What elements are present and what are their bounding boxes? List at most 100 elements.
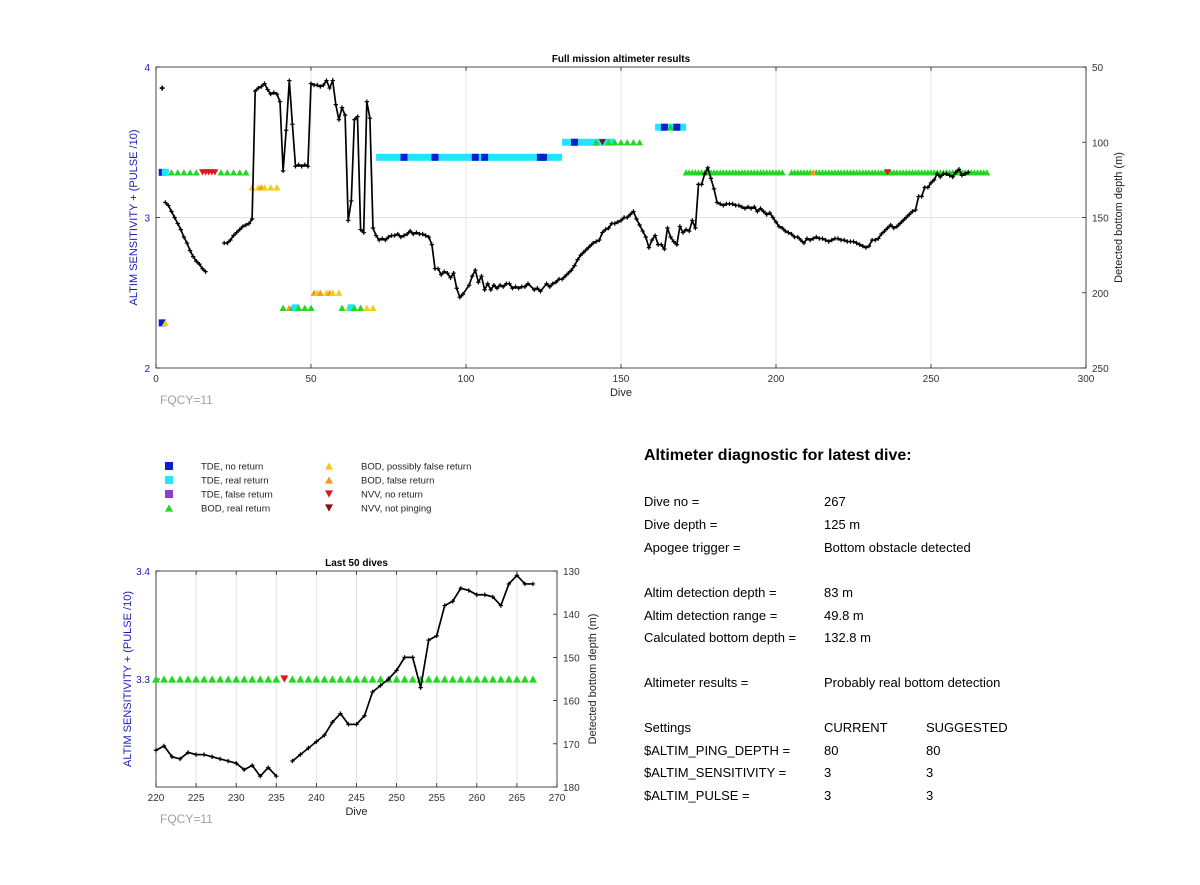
altim-event-bod-real-return (617, 139, 625, 146)
depth-point (346, 218, 351, 223)
altim-event-tde-no-return (158, 319, 166, 327)
depth-point (522, 284, 528, 289)
x-tick-label: 50 (305, 374, 317, 385)
settings-header-label: Settings (644, 720, 691, 735)
depth-point (631, 209, 636, 214)
depth-point (358, 227, 363, 232)
altim-event-bod-real-return (464, 675, 473, 683)
depth-point (820, 236, 825, 241)
depth-point (352, 117, 357, 122)
depth-point (538, 289, 543, 294)
depth-point (522, 581, 528, 587)
depth-point (362, 713, 367, 718)
altim-event-bod-real-return (592, 139, 600, 146)
depth-point (342, 112, 348, 118)
depth-point (217, 756, 223, 762)
depth-point (814, 234, 819, 240)
x-tick-label: 260 (468, 793, 485, 804)
depth-point (423, 233, 428, 238)
depth-point (612, 221, 617, 226)
depth-point (426, 234, 431, 240)
altim-event-bod-real-return (272, 675, 281, 683)
depth-point (680, 230, 686, 235)
x-tick-label: 300 (1078, 374, 1095, 385)
depth-point (250, 763, 255, 768)
y2-tick-label: 170 (563, 740, 580, 751)
depth-point (490, 594, 496, 600)
altim-event-bod-real-return (368, 675, 377, 683)
diag-value-altimeter-results: Probably real bottom detection (824, 675, 1001, 690)
depth-point (507, 281, 512, 286)
altim-event-tde-no-return (400, 153, 408, 161)
depth-point (392, 233, 397, 238)
altim-event-tde-no-return (481, 153, 489, 161)
altim-event-bod-real-return (312, 675, 321, 683)
x-tick-label: 235 (268, 793, 285, 804)
depth-point (259, 84, 264, 89)
depth-point (253, 88, 258, 94)
depth-point (370, 225, 376, 231)
depth-point (339, 105, 345, 110)
depth-point (801, 240, 807, 246)
y-axis-label: ALTIM SENSITIVITY + (PULSE /10) (122, 591, 134, 767)
depth-point (532, 287, 537, 292)
depth-line-segment (155, 744, 277, 778)
depth-point (277, 99, 283, 104)
depth-point (671, 239, 676, 244)
depth-point (367, 115, 373, 121)
depth-point (699, 182, 704, 187)
altim-event-bod-real-return (217, 169, 225, 176)
depth-point (804, 236, 810, 241)
depth-point (330, 720, 335, 725)
altim-event-bod-real-return (667, 124, 675, 131)
depth-point (563, 273, 568, 279)
depth-point (730, 201, 735, 207)
depth-point (209, 754, 215, 759)
depth-point (944, 171, 949, 177)
depth-point (553, 280, 559, 285)
depth-point (383, 237, 388, 243)
settings-header-current: CURRENT (824, 720, 888, 735)
y2-tick-label: 100 (1092, 138, 1109, 149)
altim-event-bod-real-return (336, 675, 345, 683)
depth-point (823, 237, 828, 243)
depth-point (402, 655, 407, 660)
tde-real-return-span (376, 153, 563, 161)
altim-event-bod-real-return (357, 304, 365, 311)
depth-point (184, 240, 190, 246)
depth-point (897, 221, 903, 226)
depth-point (863, 245, 869, 250)
altim-event-bod-real-return (304, 675, 313, 683)
diag-value-altim-detection-range: 49.8 m (824, 608, 864, 623)
depth-point (321, 82, 326, 88)
altim-event-nvv-no-return (884, 169, 892, 176)
depth-point (959, 173, 965, 178)
legend-label: BOD, real return (201, 504, 270, 515)
depth-point (169, 754, 175, 759)
diag-label-altim-detection-depth: Altim detection depth = (644, 585, 777, 600)
altim-event-bod-real-return (186, 169, 194, 176)
depth-point (494, 286, 500, 291)
depth-point (516, 286, 521, 291)
depth-point (497, 283, 503, 288)
altim-event-bod-real-return (408, 675, 417, 683)
depth-point (290, 758, 295, 764)
depth-point (315, 82, 320, 88)
depth-point (652, 233, 658, 238)
altim-event-bod-real-return (288, 675, 297, 683)
diag-label-apogee-trigger: Apogee trigger = (644, 540, 741, 555)
depth-point (745, 204, 751, 210)
depth-point (659, 242, 664, 247)
depth-point (566, 270, 571, 276)
depth-point (394, 668, 399, 673)
altim-event-tde-no-return (571, 138, 578, 146)
depth-point (191, 254, 196, 259)
altim-event-bod-real-return (338, 304, 346, 311)
depth-point (178, 227, 183, 232)
depth-point (842, 237, 847, 243)
x-tick-label: 200 (768, 374, 785, 385)
y2-tick-label: 150 (563, 653, 580, 664)
depth-point (770, 215, 776, 220)
depth-point (547, 284, 552, 289)
diag-label-altim-detection-range: Altim detection range = (644, 608, 778, 623)
